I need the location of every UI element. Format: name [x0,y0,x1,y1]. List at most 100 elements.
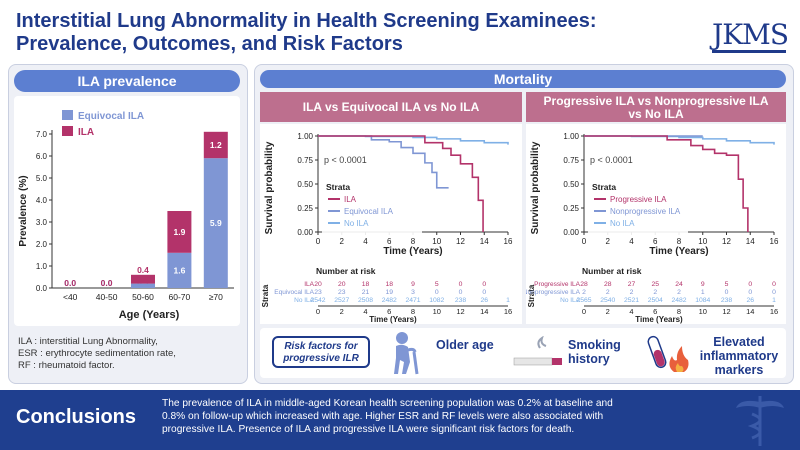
x-tick-label: ≥70 [209,292,223,302]
logo-underline [712,50,786,53]
x-tick-label: 40-50 [96,292,118,302]
risk-value: 3 [411,289,415,296]
risk-row-label-0: Progressive ILA [534,281,581,288]
km-y-tick-label: 0.75 [563,156,579,165]
km-y-tick-label: 0.00 [297,228,313,237]
abbr-esr: ESR : erythrocyte sedimentation rate, [18,348,176,359]
conclusions-footer [0,390,800,450]
risk-value: 18 [362,281,370,288]
km-y-tick-label: 0.25 [563,204,579,213]
km-chart-ila: 0.000.250.500.751.000 2 4 6 8 10 12 14 16Surviva… [261,132,513,324]
risk-value: 0 [772,281,776,288]
x-axis-label: Age (Years) [119,309,180,321]
risk-x-tick-label: 14 [746,307,754,316]
km-x-tick-label: 14 [746,237,755,246]
km-x-axis-label: Time (Years) [383,246,442,257]
left-km-header: ILA vs Equivocal ILA vs No ILA [260,92,522,122]
km-x-tick-label: 0 [316,237,321,246]
prevalence-bar-chart: 0.0 1.0 2.0 3.0 4.0 5.0 6.0 7.0 Prevalence (%) Ag… [18,110,234,321]
risk-x-tick-label: 6 [653,307,657,316]
risk-value: 2 [582,289,586,296]
km-x-tick-label: 0 [582,237,587,246]
risk-value: 26 [480,297,488,304]
km-curve-0 [584,135,749,232]
risk-value: 238 [721,297,733,304]
risk-value: 0 [748,289,752,296]
risk-row-label-2: No ILA [560,297,581,304]
risk-row-label-2: No ILA [294,297,315,304]
data-label-0: 1.6 [173,265,185,275]
x-tick-label: 60-70 [169,292,191,302]
risk-value: 27 [628,281,636,288]
km-y-tick-label: 0.50 [563,180,579,189]
km-x-tick-label: 12 [722,237,731,246]
risk-x-tick-label: 12 [456,307,464,316]
risk-value: 2 [606,289,610,296]
risk-value: 20 [314,281,322,288]
risk-value: 1084 [695,297,710,304]
risk-value: 2540 [600,297,615,304]
y-tick-label: 0.0 [36,284,48,293]
km-curve-2 [318,135,509,145]
km-y-tick-label: 1.00 [297,132,313,141]
risk-value: 2482 [382,297,397,304]
risk-value: 2527 [334,297,349,304]
caduceus-watermark-icon [736,396,784,446]
risk-x-tick-label: 4 [629,307,633,316]
risk-x-tick-label: 8 [411,307,415,316]
risk-value: 25 [651,281,659,288]
risk-value: 2471 [405,297,420,304]
risk-value: 24 [675,281,683,288]
data-label-0: 0.0 [101,278,113,288]
risk-inflammatory-markers: Elevated inflammatory markers [699,335,779,377]
y-tick-label: 5.0 [36,174,48,183]
abbr-ila: ILA : interstitial Lung Abnormality, [18,336,158,347]
conclusions-text: The prevalence of ILA in middle-aged Kor… [162,398,613,435]
risk-value: 1 [701,289,705,296]
risk-x-tick-label: 0 [316,307,320,316]
y-tick-label: 2.0 [36,240,48,249]
risk-value: 2565 [576,297,591,304]
km-x-tick-label: 10 [432,237,441,246]
risk-x-tick-label: 12 [722,307,730,316]
risk-value: 2521 [624,297,639,304]
x-tick-label: 50-60 [132,292,154,302]
km-x-tick-label: 4 [363,237,368,246]
data-label-1: 0.4 [137,265,149,275]
y-axis-label: Prevalence (%) [18,175,29,246]
km-y-tick-label: 0.25 [297,204,313,213]
risk-value: 0 [748,281,752,288]
risk-x-tick-label: 0 [582,307,586,316]
risk-x-tick-label: 8 [677,307,681,316]
risk-value: 0 [482,289,486,296]
data-label-1: 1.9 [173,227,185,237]
right-km-header-line1: Progressive ILA vs Nonprogressive ILA [543,94,769,108]
y-tick-label: 3.0 [36,218,48,227]
elderly-person-icon [394,332,419,375]
data-label-1: 0.0 [64,278,76,288]
km-legend-label-1: Equivocal ILA [344,207,394,216]
y-tick-label: 6.0 [36,152,48,161]
y-tick-label: 7.0 [36,130,48,139]
risk-value: 28 [604,281,612,288]
bar-1 [167,211,192,253]
risk-value: 19 [385,289,393,296]
risk-row-label-0: ILA [304,281,314,288]
risk-x-tick-label: 16 [504,307,512,316]
data-label-1: 0.0 [101,278,113,288]
km-legend-title: Strata [326,182,350,192]
x-tick-label: <40 [63,292,78,302]
risk-value: 2508 [358,297,373,304]
km-legend-label-2: No ILA [344,219,369,228]
cigarette-icon [513,336,562,366]
risk-factors-label: Risk factors for progressive ILR [272,336,370,368]
risk-value: 5 [725,281,729,288]
km-x-tick-label: 16 [770,237,779,246]
risk-value: 0 [459,281,463,288]
km-x-tick-label: 12 [456,237,465,246]
risk-value: 2 [677,289,681,296]
risk-value: 23 [314,289,322,296]
km-y-tick-label: 0.75 [297,156,313,165]
risk-value: 1 [772,297,776,304]
risk-value: 2482 [671,297,686,304]
